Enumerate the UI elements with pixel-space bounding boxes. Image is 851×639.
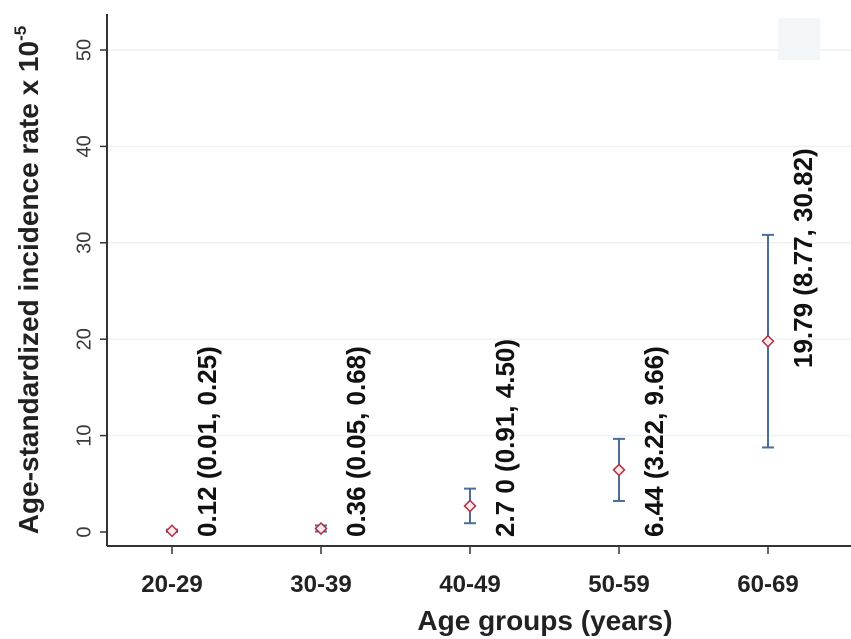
- y-axis-title: Age-standardized incidence rate x 10-5: [11, 26, 44, 534]
- plot-area: [107, 14, 851, 546]
- y-axis-title-exponent: -5: [11, 26, 30, 41]
- gridlines: [107, 49, 851, 437]
- x-tick-label: 20-29: [141, 571, 202, 598]
- data-point: [761, 334, 775, 348]
- data-point: [165, 524, 179, 538]
- data-point: [612, 463, 626, 477]
- y-tick-label: 40: [73, 135, 95, 157]
- y-tick-label: 10: [73, 424, 95, 446]
- data-point: [314, 521, 328, 536]
- value-label: 0.12 (0.01, 0.25): [192, 346, 222, 537]
- y-tick-label: 30: [73, 232, 95, 254]
- y-tick-label: 0: [73, 526, 95, 537]
- data-marks: [165, 233, 775, 538]
- x-tick-label: 50-59: [588, 571, 649, 598]
- value-label: 6.44 (3.22, 9.66): [639, 346, 669, 537]
- value-label: 19.79 (8.77, 30.82): [788, 148, 818, 368]
- axes: 0 10 20 30 40 50 20-29 30-39 40-49 50-59 60-69: [73, 14, 851, 598]
- legend-box-fragment: [778, 18, 820, 60]
- x-axis-title: Age groups (years): [417, 605, 672, 636]
- y-tick-label: 20: [73, 328, 95, 350]
- x-tick-label: 60-69: [737, 571, 798, 598]
- x-tick-label: 30-39: [290, 571, 351, 598]
- y-tick-label: 50: [73, 39, 95, 61]
- y-axis-title-main: Age-standardized incidence rate x 10: [13, 41, 44, 534]
- data-labels: 0.12 (0.01, 0.25) 0.36 (0.05, 0.68) 2.7 0 …: [192, 148, 818, 537]
- x-tick-label: 40-49: [439, 571, 500, 598]
- value-label: 2.7 0 (0.91, 4.50): [490, 339, 520, 537]
- value-label: 0.36 (0.05, 0.68): [341, 346, 371, 537]
- data-point: [463, 499, 477, 513]
